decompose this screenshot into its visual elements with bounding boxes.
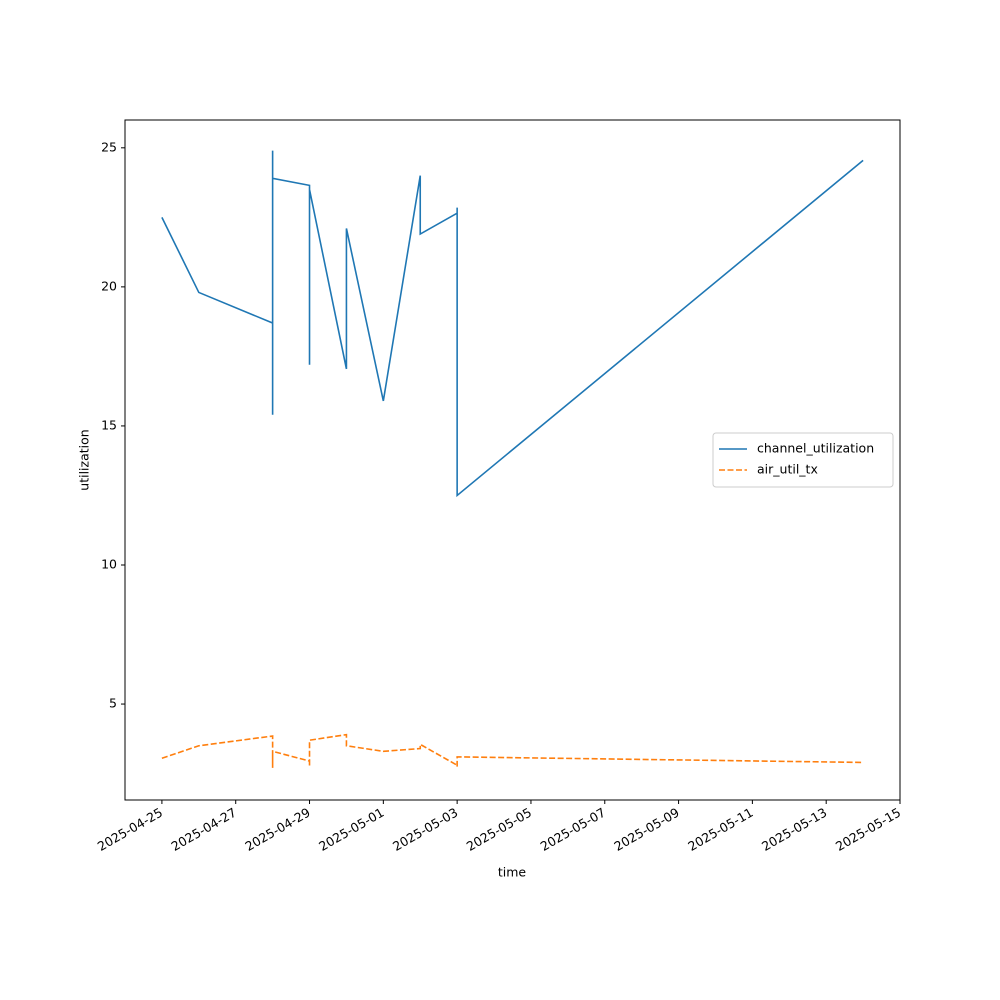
x-tick-label: 2025-05-05: [464, 805, 534, 854]
y-tick-label: 20: [101, 278, 117, 293]
data-line: [161, 733, 864, 769]
y-axis-label: utilization: [77, 429, 92, 490]
x-tick-label: 2025-05-07: [538, 805, 608, 854]
x-tick-label: 2025-05-11: [685, 805, 755, 854]
x-tick-label: 2025-05-03: [390, 805, 460, 854]
plot-frame: [124, 119, 901, 801]
y-tick-label: 10: [101, 556, 117, 571]
legend-box: [712, 432, 894, 488]
x-tick-label: 2025-04-27: [169, 805, 239, 854]
legend-label: air_util_tx: [757, 462, 818, 477]
legend-label: channel_utilization: [757, 441, 874, 456]
x-axis-label: time: [498, 865, 527, 880]
x-tick-label: 2025-05-01: [316, 805, 386, 854]
x-tick-label: 2025-04-25: [95, 805, 165, 854]
y-tick-label: 15: [101, 417, 117, 432]
x-tick-label: 2025-04-29: [242, 805, 312, 854]
y-tick-label: 5: [109, 696, 117, 711]
x-tick-label: 2025-05-15: [833, 805, 903, 854]
data-line: [161, 150, 864, 498]
x-tick-label: 2025-05-13: [759, 805, 829, 854]
x-tick-label: 2025-05-09: [611, 805, 681, 854]
y-tick-label: 25: [101, 139, 117, 154]
